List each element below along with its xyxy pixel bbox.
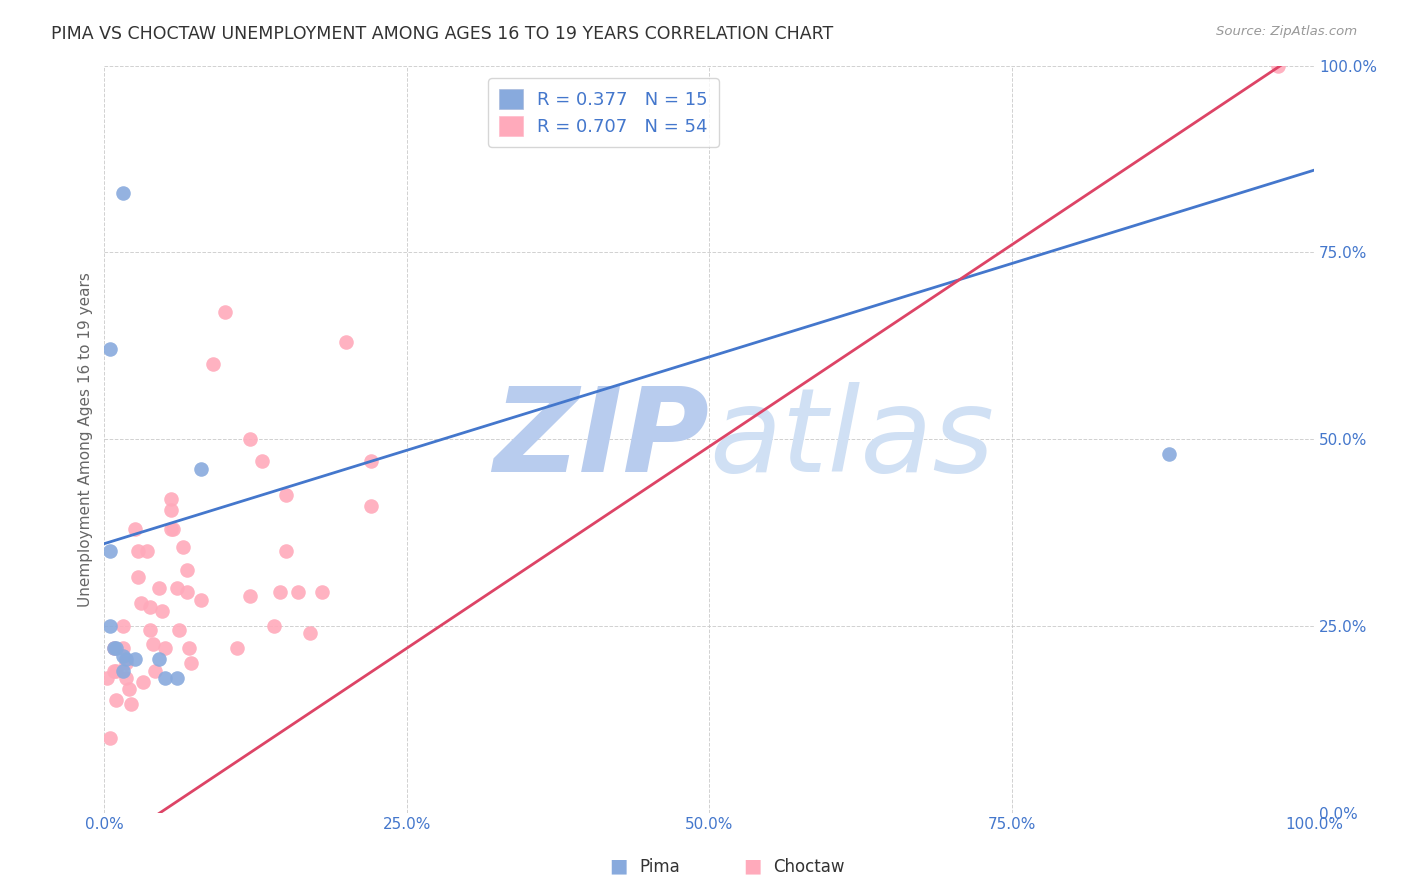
Point — [103, 641, 125, 656]
Point — [100, 544, 122, 558]
Point — [1267, 59, 1289, 73]
Point — [153, 671, 176, 685]
Point — [135, 544, 157, 558]
Point — [111, 641, 134, 656]
Point — [142, 638, 165, 652]
Point — [105, 641, 128, 656]
Point — [111, 619, 134, 633]
Point — [269, 585, 291, 599]
Point — [148, 652, 170, 666]
Point — [115, 671, 138, 685]
Point — [105, 693, 128, 707]
Point — [127, 544, 149, 558]
Point — [176, 563, 198, 577]
Point — [132, 674, 155, 689]
Point — [226, 641, 249, 656]
Point — [360, 500, 382, 514]
Text: PIMA VS CHOCTAW UNEMPLOYMENT AMONG AGES 16 TO 19 YEARS CORRELATION CHART: PIMA VS CHOCTAW UNEMPLOYMENT AMONG AGES … — [51, 25, 832, 43]
Point — [153, 641, 176, 656]
Point — [103, 664, 125, 678]
Point — [263, 619, 285, 633]
Point — [111, 186, 134, 200]
Point — [190, 462, 212, 476]
Point — [111, 664, 134, 678]
Text: Pima: Pima — [640, 858, 681, 876]
Point — [160, 491, 183, 506]
Point — [202, 357, 225, 371]
Point — [177, 641, 200, 656]
Point — [100, 619, 122, 633]
Point — [115, 656, 138, 670]
Point — [190, 592, 212, 607]
Point — [160, 503, 183, 517]
Text: ZIP: ZIP — [494, 382, 709, 497]
Point — [166, 582, 188, 596]
Point — [214, 305, 236, 319]
Point — [152, 604, 174, 618]
Text: ■: ■ — [742, 857, 762, 876]
Point — [1157, 447, 1180, 461]
Point — [111, 648, 134, 663]
Point — [120, 697, 142, 711]
Point — [166, 671, 188, 685]
Text: atlas: atlas — [709, 382, 994, 496]
Point — [129, 596, 152, 610]
Point — [124, 652, 146, 666]
Point — [238, 589, 260, 603]
Point — [148, 582, 170, 596]
Point — [311, 585, 333, 599]
Point — [287, 585, 309, 599]
Point — [103, 641, 125, 656]
Point — [360, 454, 382, 468]
Y-axis label: Unemployment Among Ages 16 to 19 years: Unemployment Among Ages 16 to 19 years — [79, 272, 93, 607]
Point — [172, 541, 194, 555]
Point — [96, 671, 118, 685]
Legend: R = 0.377   N = 15, R = 0.707   N = 54: R = 0.377 N = 15, R = 0.707 N = 54 — [488, 78, 718, 147]
Point — [105, 664, 128, 678]
Text: Source: ZipAtlas.com: Source: ZipAtlas.com — [1216, 25, 1357, 38]
Point — [139, 623, 162, 637]
Point — [115, 652, 138, 666]
Point — [162, 522, 184, 536]
Point — [180, 656, 202, 670]
Point — [299, 626, 322, 640]
Point — [169, 623, 191, 637]
Point — [117, 682, 139, 697]
Point — [143, 664, 166, 678]
Point — [160, 522, 183, 536]
Text: ■: ■ — [609, 857, 628, 876]
Text: Choctaw: Choctaw — [773, 858, 845, 876]
Point — [139, 600, 162, 615]
Point — [100, 343, 122, 357]
Point — [124, 522, 146, 536]
Point — [250, 454, 273, 468]
Point — [335, 334, 357, 349]
Point — [176, 585, 198, 599]
Point — [238, 432, 260, 446]
Point — [274, 488, 297, 502]
Point — [100, 731, 122, 745]
Point — [127, 570, 149, 584]
Point — [274, 544, 297, 558]
